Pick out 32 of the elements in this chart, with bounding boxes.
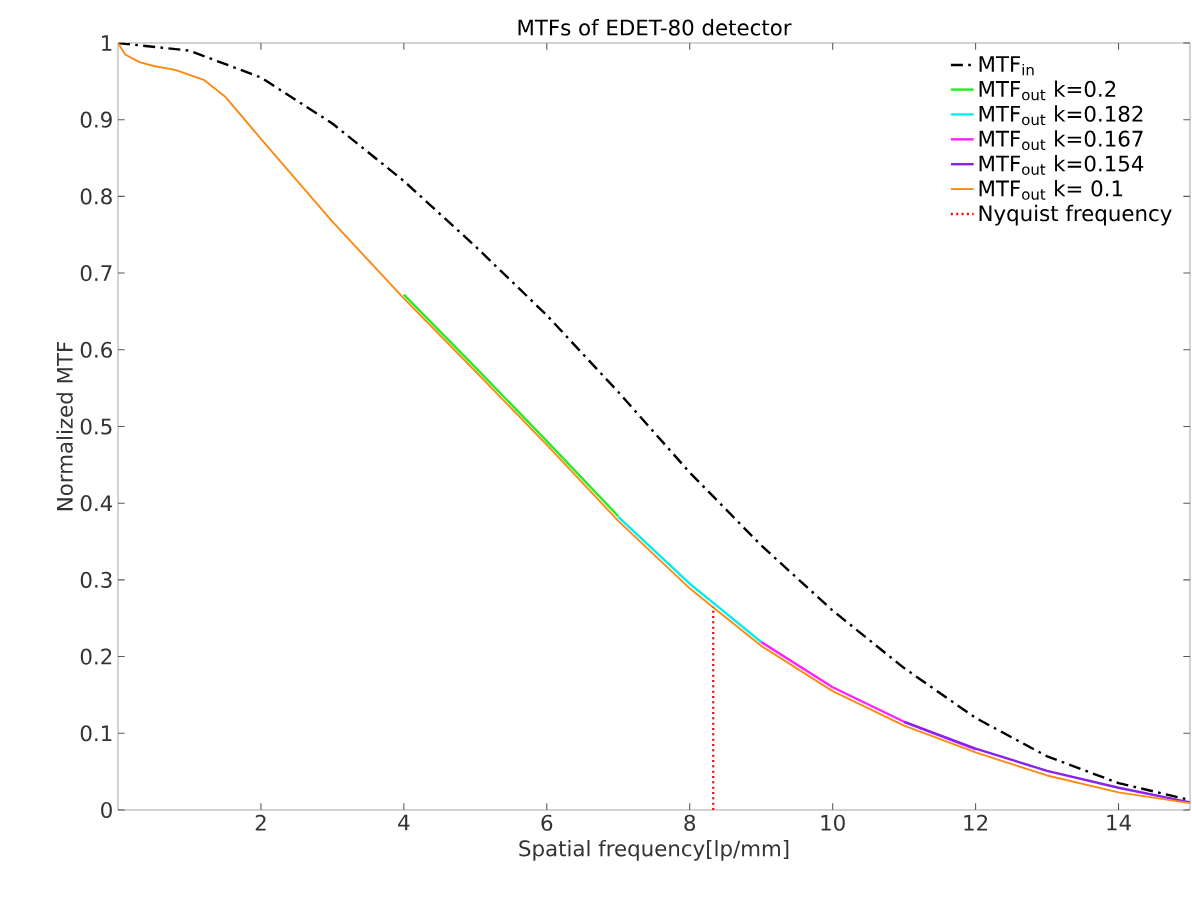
legend-label: MTF$_{in}$: [979, 56, 1034, 76]
legend-label: MTF$_{out}$ k=0.167: [979, 130, 1143, 151]
y-axis-title: Normalized MTF: [56, 341, 73, 511]
legend-label: MTF$_{out}$ k= 0.1: [979, 179, 1123, 200]
y-tick-label: 0.9: [80, 111, 112, 128]
legend-label: MTF$_{out}$ k=0.182: [979, 105, 1143, 126]
x-tick-label: 4: [398, 814, 410, 831]
line-series: [402, 293, 620, 518]
chart-title: MTFs of EDET-80 detector: [518, 19, 792, 36]
y-tick-label: 0.5: [80, 418, 112, 435]
y-tick-label: 0.6: [80, 341, 112, 358]
line-series: [902, 720, 1191, 804]
x-tick-label: 6: [541, 814, 553, 831]
line-series: [760, 640, 977, 751]
x-tick-label: 14: [1107, 814, 1131, 831]
legend-label: Nyquist frequency: [979, 204, 1172, 226]
legend-label: MTF$_{out}$ k=0.2: [979, 80, 1116, 101]
y-tick-label: 0.8: [80, 188, 112, 205]
y-tick-label: 0.3: [80, 571, 112, 588]
x-tick-label: 12: [964, 814, 988, 831]
y-tick-label: 0.1: [80, 725, 112, 742]
line-series: [617, 515, 763, 644]
y-tick-label: 1: [102, 35, 112, 51]
x-tick-label: 2: [255, 814, 266, 831]
x-tick-label: 8: [684, 814, 696, 831]
y-tick-label: 0: [101, 801, 112, 819]
y-tick-label: 0.2: [80, 648, 112, 665]
y-tick-label: 0.4: [80, 495, 113, 512]
legend-label: MTF$_{out}$ k=0.154: [979, 155, 1144, 175]
x-tick-label: 10: [821, 814, 845, 831]
x-axis-title: Spatial frequency[lp/mm]: [519, 839, 789, 861]
y-tick-label: 0.7: [80, 265, 112, 282]
